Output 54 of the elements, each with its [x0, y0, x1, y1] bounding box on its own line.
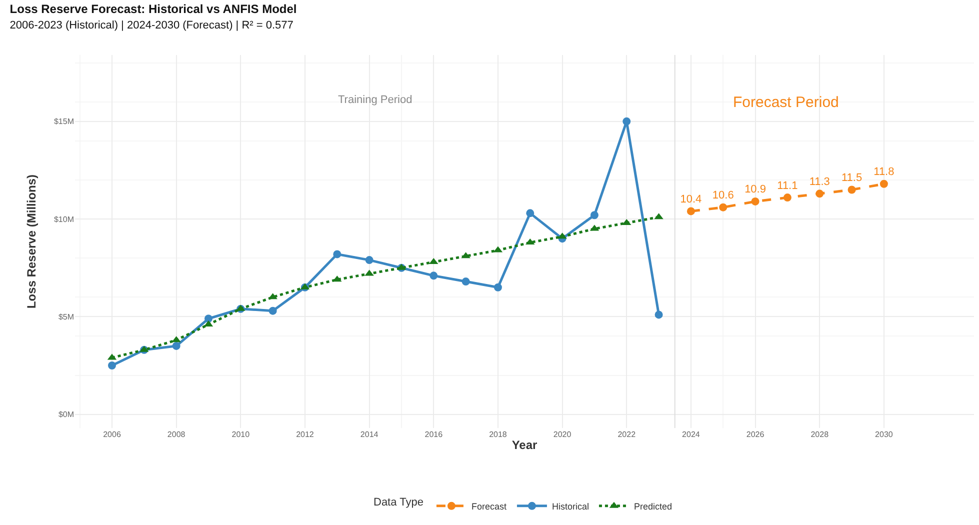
point — [172, 342, 180, 350]
point — [590, 211, 598, 220]
x-tick-label: 2024 — [682, 430, 700, 439]
point — [108, 362, 116, 370]
point — [333, 250, 342, 258]
annotation: Forecast Period — [733, 94, 839, 111]
legend-label: Historical — [552, 501, 589, 512]
chart-title: Loss Reserve Forecast: Historical vs ANFIS Model — [10, 2, 297, 16]
y-tick-label: $5M — [58, 312, 74, 322]
annotation: Training Period — [338, 94, 412, 106]
x-axis-title: Year — [512, 438, 538, 452]
data-label: 11.8 — [874, 166, 894, 178]
data-label: 10.9 — [744, 184, 766, 196]
x-tick-label: 2006 — [103, 430, 122, 439]
legend-label: Predicted — [634, 501, 672, 512]
x-tick-label: 2026 — [746, 430, 765, 439]
point — [751, 197, 760, 206]
x-tick-label: 2018 — [489, 430, 508, 439]
x-tick-label: 2020 — [553, 430, 572, 439]
y-tick-label: $0M — [58, 410, 74, 420]
point — [430, 272, 438, 280]
data-label: 11.3 — [809, 176, 830, 188]
point — [654, 310, 663, 319]
point — [686, 207, 695, 216]
chart-subtitle: 2006-2023 (Historical) | 2024-2030 (Forecast) | R² = 0.577 — [10, 20, 294, 32]
data-label: 10.6 — [712, 190, 734, 202]
point — [462, 278, 470, 286]
legend-label: Forecast — [471, 501, 507, 512]
y-tick-label: $10M — [54, 214, 74, 224]
point — [365, 256, 374, 264]
point — [783, 194, 792, 202]
data-label: 11.5 — [841, 172, 862, 184]
point — [268, 306, 277, 315]
y-tick-label: $15M — [54, 117, 74, 126]
x-tick-label: 2030 — [875, 430, 894, 439]
x-tick-label: 2016 — [424, 430, 444, 439]
point — [622, 117, 631, 126]
x-tick-label: 2012 — [296, 430, 314, 439]
data-label: 10.4 — [680, 193, 702, 206]
point — [816, 190, 824, 198]
data-label: 11.1 — [777, 180, 798, 192]
x-tick-label: 2010 — [232, 430, 250, 439]
x-tick-label: 2014 — [360, 430, 379, 439]
point — [494, 283, 502, 292]
point — [719, 203, 728, 212]
point — [848, 186, 856, 194]
legend-title: Data Type — [374, 496, 424, 509]
x-tick-label: 2028 — [810, 430, 830, 439]
y-axis-title: Loss Reserve (Millions) — [24, 174, 38, 309]
point — [526, 209, 534, 218]
point — [880, 180, 888, 188]
point — [204, 314, 212, 323]
x-tick-label: 2008 — [167, 430, 186, 439]
x-tick-label: 2022 — [618, 430, 636, 439]
